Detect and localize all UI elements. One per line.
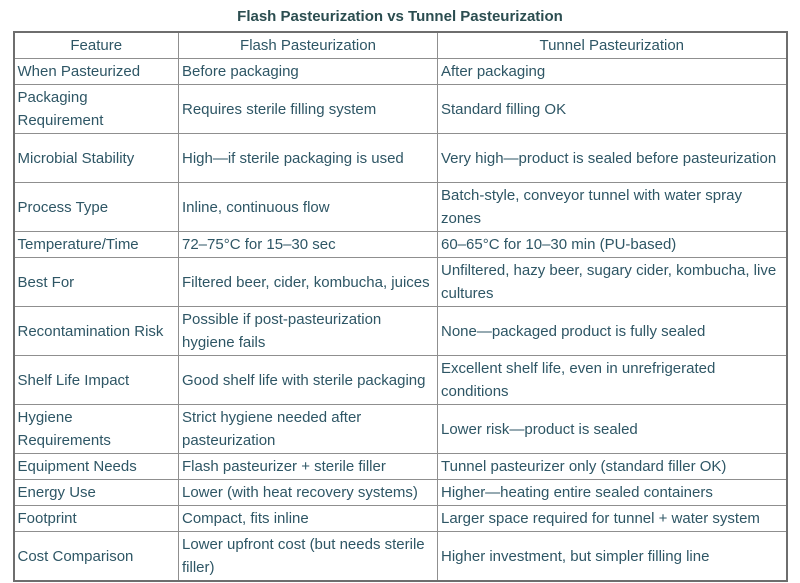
tunnel-cell: Very high—product is sealed before paste… (437, 133, 787, 183)
tunnel-cell: After packaging (437, 58, 787, 85)
table-row-when-pasteurized: When Pasteurized Before packaging After … (13, 58, 787, 85)
tunnel-cell: Excellent shelf life, even in unrefriger… (437, 355, 787, 405)
flash-cell: Possible if post-pasteurization hygiene … (178, 306, 438, 356)
tunnel-cell: Larger space required for tunnel + water… (437, 505, 787, 532)
flash-cell: Requires sterile filling system (178, 84, 438, 134)
feature-cell-text: Hygiene Requirements (17, 409, 111, 449)
table-row-process-type: Process Type Inline, continuous flow Bat… (13, 182, 787, 232)
column-header-flash: Flash Pasteurization (178, 31, 438, 59)
tunnel-cell: Tunnel pasteurizer only (standard filler… (437, 453, 787, 480)
tunnel-cell: Standard filling OK (437, 84, 787, 134)
flash-cell: High—if sterile packaging is used (178, 133, 438, 183)
column-header-tunnel: Tunnel Pasteurization (437, 31, 787, 59)
feature-cell: Hygiene Requirements (13, 404, 179, 454)
table-row-temperature-time: Temperature/Time 72–75°C for 15–30 sec 6… (13, 231, 787, 258)
tunnel-cell: None—packaged product is fully sealed (437, 306, 787, 356)
flash-cell: 72–75°C for 15–30 sec (178, 231, 438, 258)
feature-cell: Footprint (13, 505, 179, 532)
table-row-cost-comparison: Cost Comparison Lower upfront cost (but … (13, 531, 787, 582)
feature-cell: Packaging Requirement (13, 84, 179, 134)
tunnel-cell: Unfiltered, hazy beer, sugary cider, kom… (437, 257, 787, 307)
table-row-shelf-life-impact: Shelf Life Impact Good shelf life with s… (13, 355, 787, 405)
tunnel-cell: Batch-style, conveyor tunnel with water … (437, 182, 787, 232)
table-row-microbial-stability: Microbial Stability High—if sterile pack… (13, 133, 787, 183)
comparison-table: Feature Flash Pasteurization Tunnel Past… (12, 31, 788, 582)
feature-cell: Shelf Life Impact (13, 355, 179, 405)
tunnel-cell: 60–65°C for 10–30 min (PU-based) (437, 231, 787, 258)
feature-cell: When Pasteurized (13, 58, 179, 85)
feature-cell: Microbial Stability (13, 133, 179, 183)
flash-cell: Inline, continuous flow (178, 182, 438, 232)
table-row-equipment-needs: Equipment Needs Flash pasteurizer + ster… (13, 453, 787, 480)
table-row-best-for: Best For Filtered beer, cider, kombucha,… (13, 257, 787, 307)
feature-cell: Energy Use (13, 479, 179, 506)
page-title: Flash Pasteurization vs Tunnel Pasteuriz… (237, 8, 563, 25)
table-row-energy-use: Energy Use Lower (with heat recovery sys… (13, 479, 787, 506)
feature-cell-text: Packaging Requirement (17, 89, 104, 129)
feature-cell: Best For (13, 257, 179, 307)
table-header-row: Feature Flash Pasteurization Tunnel Past… (13, 31, 787, 59)
table-row-hygiene-requirements: Hygiene Requirements Strict hygiene need… (13, 404, 787, 454)
flash-cell: Filtered beer, cider, kombucha, juices (178, 257, 438, 307)
flash-cell: Flash pasteurizer + sterile filler (178, 453, 438, 480)
tunnel-cell: Higher investment, but simpler filling l… (437, 531, 787, 582)
flash-cell: Lower (with heat recovery systems) (178, 479, 438, 506)
flash-cell: Lower upfront cost (but needs sterile fi… (178, 531, 438, 582)
table-row-recontamination-risk: Recontamination Risk Possible if post-pa… (13, 306, 787, 356)
tunnel-cell: Higher—heating entire sealed containers (437, 479, 787, 506)
feature-cell: Process Type (13, 182, 179, 232)
feature-cell: Temperature/Time (13, 231, 179, 258)
flash-cell: Compact, fits inline (178, 505, 438, 532)
column-header-feature: Feature (13, 31, 179, 59)
flash-cell: Good shelf life with sterile packaging (178, 355, 438, 405)
flash-cell: Strict hygiene needed after pasteurizati… (178, 404, 438, 454)
feature-cell: Recontamination Risk (13, 306, 179, 356)
feature-cell: Cost Comparison (13, 531, 179, 582)
flash-cell: Before packaging (178, 58, 438, 85)
feature-cell: Equipment Needs (13, 453, 179, 480)
tunnel-cell: Lower risk—product is sealed (437, 404, 787, 454)
table-row-footprint: Footprint Compact, fits inline Larger sp… (13, 505, 787, 532)
table-row-packaging-requirement: Packaging Requirement Requires sterile f… (13, 84, 787, 134)
